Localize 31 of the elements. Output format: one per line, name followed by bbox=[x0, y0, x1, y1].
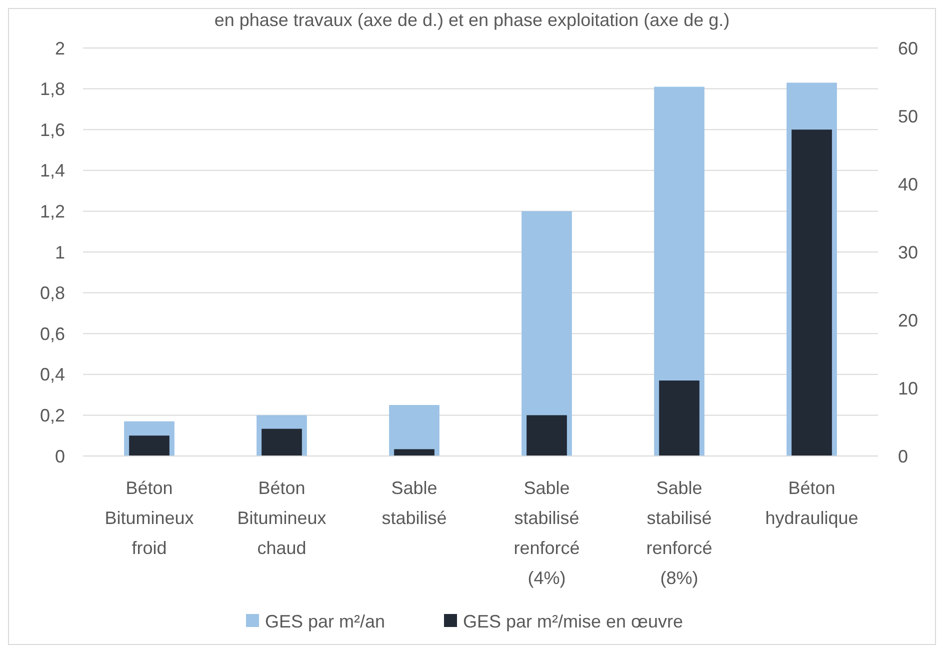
y2-tick-label: 10 bbox=[898, 378, 918, 398]
x-tick-label: Béton Bitumineux froid bbox=[104, 478, 194, 558]
chart-title: en phase travaux (axe de d.) et en phase exploitation (axe de g.) bbox=[214, 10, 730, 30]
x-tick-label: Sable stabilisé bbox=[382, 478, 447, 528]
legend-label: GES par m²/an bbox=[265, 611, 386, 632]
y2-tick-label: 60 bbox=[898, 38, 918, 58]
x-tick-label: Sable stabilisé renforcé (8%) bbox=[646, 478, 712, 588]
bar bbox=[659, 380, 700, 456]
y-tick-label: 1,2 bbox=[40, 202, 65, 222]
y2-tick-label: 30 bbox=[898, 242, 918, 262]
y2-tick-label: 50 bbox=[898, 106, 918, 126]
y-tick-label: 0,8 bbox=[40, 283, 65, 304]
bar bbox=[389, 405, 440, 456]
y-tick-label: 1 bbox=[54, 242, 65, 262]
y-tick-label: 2 bbox=[54, 38, 65, 58]
y2-tick-label: 20 bbox=[898, 310, 918, 330]
y-tick-label: 1,4 bbox=[40, 160, 65, 181]
x-tick-label: Béton hydraulique bbox=[765, 478, 858, 528]
bar bbox=[394, 449, 434, 456]
x-tick-label: Sable stabilisé renforcé (4%) bbox=[514, 478, 580, 588]
y-tick-label: 1,6 bbox=[40, 120, 65, 140]
y-tick-label: 0,2 bbox=[40, 406, 65, 426]
bar bbox=[526, 415, 567, 456]
legend-label: GES par m²/mise en œuvre bbox=[463, 611, 684, 632]
y-tick-label: 0 bbox=[54, 446, 65, 466]
x-tick-label: Béton Bitumineux chaud bbox=[237, 478, 326, 558]
y2-tick-label: 0 bbox=[898, 446, 908, 466]
y-tick-label: 0,4 bbox=[40, 364, 65, 385]
y-tick-label: 0,6 bbox=[40, 324, 65, 344]
y-tick-label: 1,8 bbox=[40, 79, 65, 100]
y2-tick-label: 40 bbox=[898, 174, 918, 194]
